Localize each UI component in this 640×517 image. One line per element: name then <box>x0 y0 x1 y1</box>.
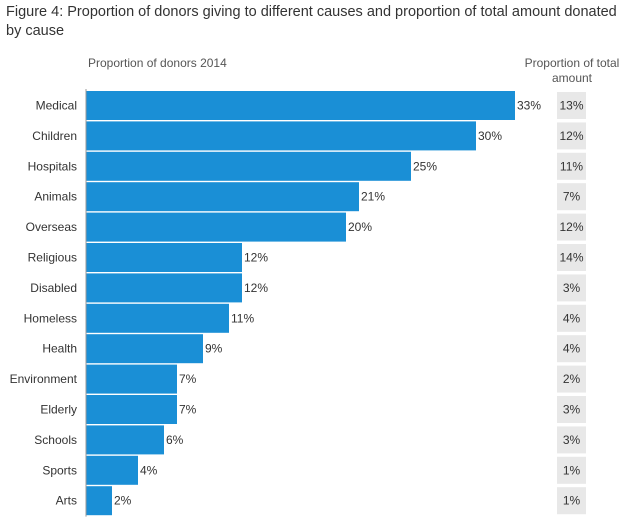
bar-homeless <box>86 303 229 333</box>
amount-value-religious: 14% <box>559 251 583 265</box>
bar-sports <box>86 455 138 485</box>
bar-value-label-disabled: 12% <box>244 281 268 295</box>
amount-value-animals: 7% <box>563 190 581 204</box>
bar-elderly <box>86 395 177 424</box>
amount-column-header: Proportion of total amount <box>524 56 620 85</box>
bar-value-label-homeless: 11% <box>231 311 254 325</box>
amount-value-medical: 13% <box>559 99 583 113</box>
bar-value-label-health: 9% <box>205 342 223 356</box>
category-label-hospitals: Hospitals <box>28 159 77 173</box>
chart-title: Figure 4: Proportion of donors giving to… <box>6 4 617 39</box>
amount-value-schools: 3% <box>563 433 581 447</box>
bar-schools <box>86 425 164 455</box>
bar-value-label-religious: 12% <box>244 251 268 265</box>
bar-series-header: Proportion of donors 2014 <box>88 56 227 70</box>
category-label-disabled: Disabled <box>30 281 77 295</box>
amount-value-homeless: 4% <box>563 311 581 325</box>
category-label-medical: Medical <box>36 99 77 113</box>
amount-value-health: 4% <box>563 342 581 356</box>
amount-box-elderly <box>557 396 586 423</box>
category-label-overseas: Overseas <box>26 220 77 234</box>
category-label-health: Health <box>42 342 77 356</box>
category-label-children: Children <box>32 129 77 143</box>
category-label-schools: Schools <box>34 433 77 447</box>
bar-value-label-environment: 7% <box>179 372 197 386</box>
category-label-elderly: Elderly <box>40 403 77 417</box>
amount-value-environment: 2% <box>563 372 581 386</box>
amount-value-sports: 1% <box>563 463 581 477</box>
amount-box-sports <box>557 456 586 484</box>
bar-arts <box>86 486 112 516</box>
amount-box-medical <box>557 92 586 119</box>
bar-health <box>86 334 203 364</box>
bar-value-label-schools: 6% <box>166 433 184 447</box>
category-label-arts: Arts <box>56 494 77 508</box>
amount-box-overseas <box>557 213 586 241</box>
amount-box-hospitals <box>557 152 586 180</box>
bar-value-label-children: 30% <box>478 129 502 143</box>
category-label-religious: Religious <box>28 251 77 265</box>
amount-box-disabled <box>557 274 586 302</box>
bar-value-label-overseas: 20% <box>348 220 372 234</box>
category-label-sports: Sports <box>42 463 77 477</box>
bar-value-label-hospitals: 25% <box>413 159 437 173</box>
amount-box-health <box>557 335 586 363</box>
amount-value-hospitals: 11% <box>560 159 583 173</box>
amount-value-elderly: 3% <box>563 403 581 417</box>
amount-box-religious <box>557 244 586 271</box>
amount-box-homeless <box>557 304 586 332</box>
bar-value-label-elderly: 7% <box>179 403 197 417</box>
category-label-homeless: Homeless <box>24 311 77 325</box>
amount-value-children: 12% <box>559 129 583 143</box>
amount-value-overseas: 12% <box>559 220 583 234</box>
amount-box-children <box>557 122 586 150</box>
category-label-animals: Animals <box>34 190 77 204</box>
bar-children <box>86 121 476 151</box>
amount-box-arts <box>557 487 586 515</box>
amount-box-schools <box>557 426 586 454</box>
bar-religious <box>86 243 242 272</box>
bar-disabled <box>86 273 242 303</box>
bar-value-label-medical: 33% <box>517 99 541 113</box>
bar-overseas <box>86 212 346 242</box>
bar-medical <box>86 91 515 120</box>
amount-box-animals <box>557 183 586 211</box>
bar-animals <box>86 182 359 212</box>
amount-box-environment <box>557 365 586 393</box>
bar-value-label-animals: 21% <box>361 190 385 204</box>
bar-hospitals <box>86 151 411 181</box>
amount-value-disabled: 3% <box>563 281 581 295</box>
category-label-environment: Environment <box>10 372 78 386</box>
bar-value-label-sports: 4% <box>140 463 158 477</box>
bar-value-label-arts: 2% <box>114 494 132 508</box>
amount-value-arts: 1% <box>563 494 581 508</box>
bar-environment <box>86 364 177 394</box>
